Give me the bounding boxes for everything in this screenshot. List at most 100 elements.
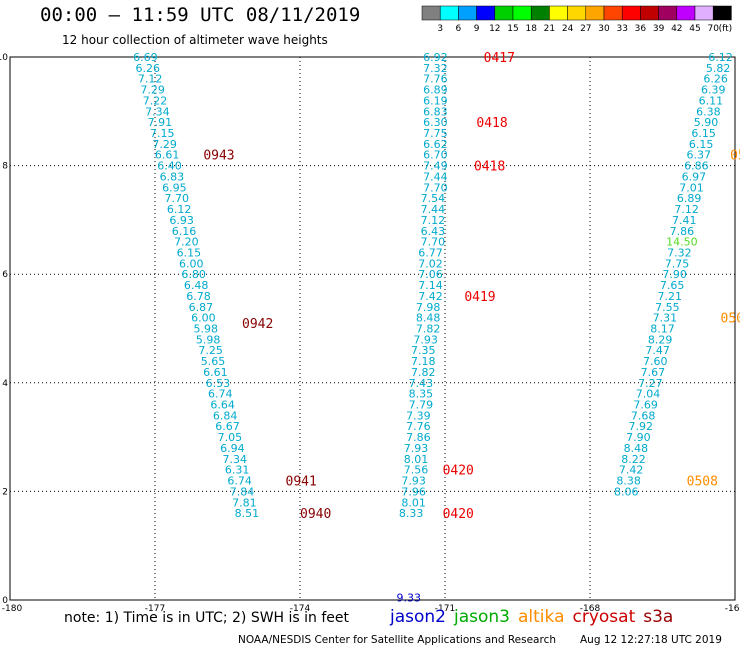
wave-height-point: 7.34 xyxy=(145,105,170,118)
y-tick-label: 0 xyxy=(2,596,8,606)
pass-time-label: 0420 xyxy=(443,464,474,479)
wave-height-point: 6.89 xyxy=(423,84,448,97)
wave-height-point: 6.84 xyxy=(213,409,238,422)
wave-height-point: 7.90 xyxy=(662,268,687,281)
wave-height-point: 7.90 xyxy=(626,431,651,444)
wave-height-point: 7.29 xyxy=(140,84,165,97)
pass-time-label: 0418 xyxy=(476,116,507,131)
wave-height-point: 7.55 xyxy=(655,301,680,314)
wave-height-point: 6.31 xyxy=(225,464,250,477)
colorbar-label: 42 xyxy=(671,24,682,34)
wave-height-point: 6.92 xyxy=(423,51,448,64)
wave-height-point: 6.37 xyxy=(687,149,712,162)
wave-height-point: 9.33 xyxy=(397,591,422,604)
wave-height-point: 7.76 xyxy=(423,73,448,86)
colorbar-label: 6 xyxy=(456,24,462,34)
wave-height-point: 7.25 xyxy=(198,344,223,357)
wave-height-point: 6.74 xyxy=(208,388,233,401)
satellite-legend: jason2 jason3 altika cryosat s3a xyxy=(390,607,681,627)
colorbar-label: 39 xyxy=(653,24,665,34)
legend-item-jason3: jason3 xyxy=(454,607,510,627)
colorbar-swatch xyxy=(640,5,659,21)
wave-height-point: 7.79 xyxy=(409,399,434,412)
wave-height-point: 6.53 xyxy=(206,377,231,390)
wave-height-point: 7.56 xyxy=(404,464,429,477)
footer-timestamp: Aug 12 12:27:18 UTC 2019 xyxy=(580,634,722,646)
wave-height-point: 7.34 xyxy=(223,453,248,466)
legend-item-s3a: s3a xyxy=(643,607,674,627)
legend-item-jason2: jason2 xyxy=(390,607,446,627)
wave-height-point: 6.87 xyxy=(189,301,214,314)
colorbar-label: 24 xyxy=(562,24,574,34)
wave-height-point: 7.86 xyxy=(670,225,695,238)
wave-height-point: 7.93 xyxy=(401,475,426,488)
wave-height-point: 6.26 xyxy=(703,73,728,86)
page-title: 00:00 – 11:59 UTC 08/11/2019 xyxy=(40,4,361,26)
wave-height-point: 7.47 xyxy=(645,344,670,357)
wave-height-point: 5.90 xyxy=(694,116,719,129)
x-tick-label: -168 xyxy=(580,604,601,614)
wave-height-point: 6.15 xyxy=(689,138,714,151)
x-tick-label: -177 xyxy=(145,604,165,614)
wave-height-point: 8.48 xyxy=(416,312,441,325)
wave-height-point: 7.93 xyxy=(404,442,429,455)
wave-height-point: 7.43 xyxy=(409,377,434,390)
wave-height-point: 6.15 xyxy=(691,127,716,140)
wave-height-point: 7.67 xyxy=(641,366,666,379)
wave-height-point: 7.70 xyxy=(423,181,448,194)
wave-height-point: 8.01 xyxy=(404,453,429,466)
wave-height-point: 8.33 xyxy=(399,507,424,520)
wave-height-point: 14.50 xyxy=(666,236,698,249)
pass-time-label: 0419 xyxy=(464,290,495,305)
wave-height-point: 6.86 xyxy=(684,160,709,173)
wave-height-point: 8.35 xyxy=(409,388,434,401)
wave-height-point: 7.93 xyxy=(413,333,438,346)
wave-height-point: 6.61 xyxy=(203,366,228,379)
x-tick-label: -165 xyxy=(725,604,740,614)
colorbar-swatch xyxy=(439,5,459,21)
wave-height-point: 5.98 xyxy=(196,333,221,346)
wave-height-point: 7.49 xyxy=(423,160,448,173)
pass-time-label: 0942 xyxy=(242,317,273,332)
wave-height-point: 6.93 xyxy=(169,214,194,227)
wave-height-point: 7.12 xyxy=(674,203,699,216)
wave-height-point: 6.64 xyxy=(210,399,235,412)
wave-height-point: 7.20 xyxy=(174,236,199,249)
wave-height-point: 7.98 xyxy=(416,301,441,314)
wave-height-point: 6.74 xyxy=(227,475,252,488)
wave-height-point: 6.00 xyxy=(179,257,204,270)
y-tick-label: 4 xyxy=(2,379,8,389)
wave-height-point: 7.96 xyxy=(401,485,426,498)
colorbar-label: (ft) xyxy=(719,24,733,34)
wave-height-point: 7.29 xyxy=(152,138,177,151)
wave-height-point: 8.01 xyxy=(401,496,426,509)
wave-height-point: 7.75 xyxy=(423,127,448,140)
y-tick-label: 8 xyxy=(2,162,8,172)
colorbar-swatch xyxy=(567,5,587,21)
wave-height-point: 7.02 xyxy=(418,257,443,270)
wave-height-point: 6.62 xyxy=(423,138,448,151)
y-tick-label: 10 xyxy=(0,53,8,63)
colorbar-label: 18 xyxy=(525,24,537,34)
pass-time-label: 0508 xyxy=(687,475,718,490)
legend-item-altika: altika xyxy=(518,607,565,627)
page-subtitle: 12 hour collection of altimeter wave hei… xyxy=(62,33,328,47)
wave-height-point: 7.05 xyxy=(218,431,243,444)
footer-credit: NOAA/NESDIS Center for Satellite Applica… xyxy=(238,634,556,646)
wave-height-point: 6.12 xyxy=(708,51,733,64)
wave-height-point: 6.16 xyxy=(172,225,197,238)
colorbar-label: 33 xyxy=(616,24,627,34)
colorbar-swatch xyxy=(712,5,732,21)
colorbar-label: 15 xyxy=(507,24,518,34)
wave-height-point: 6.61 xyxy=(155,149,180,162)
wave-height-point: 8.17 xyxy=(650,323,675,336)
wave-height-point: 7.70 xyxy=(421,236,446,249)
wave-height-point: 7.44 xyxy=(423,170,448,183)
wave-height-point: 6.38 xyxy=(696,105,721,118)
wave-height-point: 7.42 xyxy=(619,464,644,477)
colorbar-label: 30 xyxy=(598,24,610,34)
wave-height-point: 7.60 xyxy=(643,355,668,368)
pass-time-label: 0941 xyxy=(286,475,317,490)
colorbar-swatch xyxy=(676,5,696,21)
